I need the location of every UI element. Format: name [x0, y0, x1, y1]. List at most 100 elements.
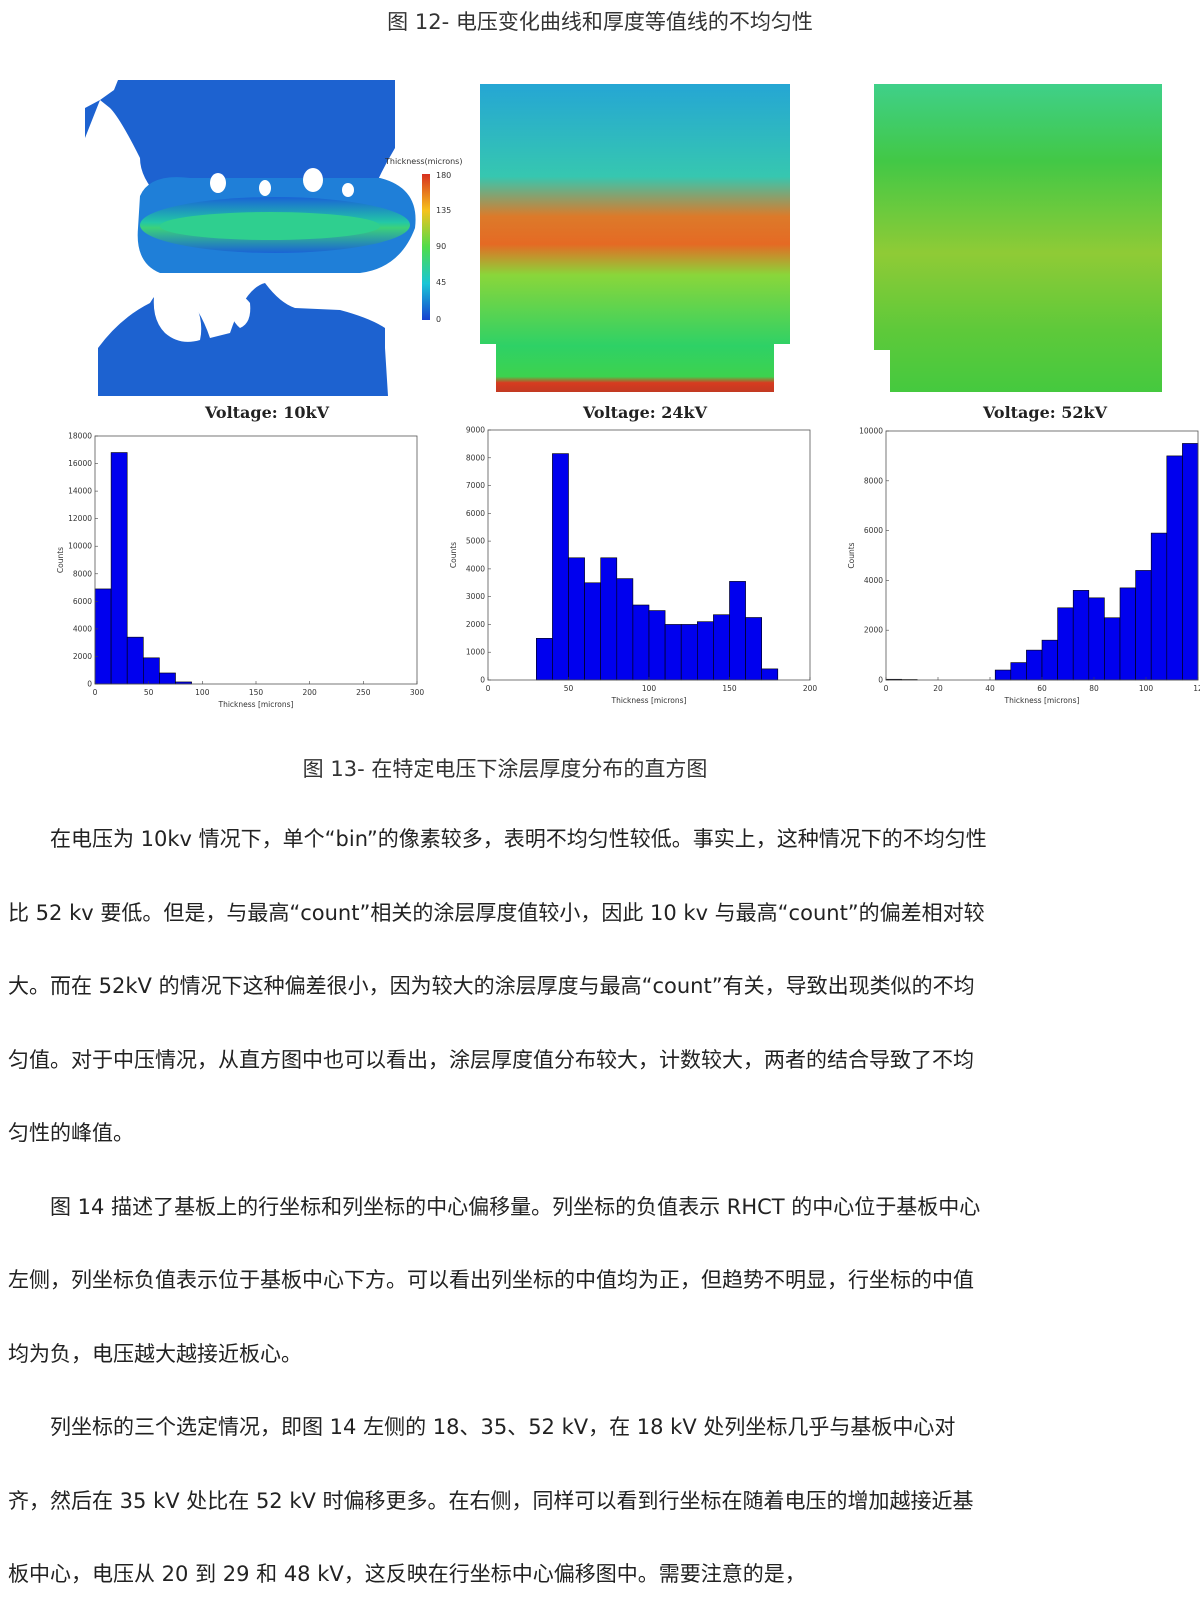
y-tick-label: 6000	[73, 597, 92, 606]
histogram-bar	[1166, 455, 1183, 681]
y-tick-label: 10000	[859, 427, 883, 436]
y-tick-label: 7000	[466, 481, 485, 490]
colorbar-tick: 0	[436, 315, 441, 324]
y-tick-label: 4000	[466, 564, 485, 573]
x-tick-label: 80	[1089, 684, 1099, 693]
x-axis-label: Thickness [microns]	[218, 700, 294, 709]
histogram-bar	[126, 636, 144, 685]
y-axis-label: Counts	[449, 542, 458, 568]
histogram-bar	[552, 453, 569, 681]
histogram-bar	[1119, 587, 1136, 681]
histogram-bar	[1072, 590, 1090, 681]
histogram-bar	[648, 610, 666, 681]
x-tick-label: 0	[884, 684, 889, 693]
y-tick-label: 6000	[864, 526, 883, 535]
histogram-bar	[568, 557, 585, 681]
y-tick-label: 9000	[466, 426, 485, 435]
histogram-bar	[680, 624, 698, 681]
histogram-bar	[1010, 662, 1027, 681]
histogram-bar	[616, 578, 634, 681]
x-tick-label: 200	[803, 684, 818, 693]
y-tick-label: 8000	[864, 476, 883, 485]
y-tick-label: 8000	[466, 453, 485, 462]
x-tick-label: 200	[303, 688, 318, 697]
y-tick-label: 10000	[68, 542, 92, 551]
histogram-bar	[1104, 617, 1121, 681]
x-tick-label: 100	[1139, 684, 1154, 693]
y-tick-label: 4000	[73, 624, 92, 633]
colorbar-tick: 135	[436, 206, 451, 215]
y-tick-label: 2000	[73, 652, 92, 661]
histogram-bar	[1150, 532, 1168, 681]
histogram-bar	[536, 638, 553, 681]
y-tick-label: 14000	[68, 487, 92, 496]
histogram-bar	[600, 557, 618, 681]
x-tick-label: 100	[195, 688, 210, 697]
x-tick-label: 20	[933, 684, 943, 693]
y-tick-label: 4000	[864, 576, 883, 585]
histogram-bar	[697, 621, 714, 681]
colorbar	[422, 174, 430, 320]
x-tick-label: 0	[93, 688, 98, 697]
histogram-bar	[1182, 443, 1199, 681]
voltage-label-24kv: Voltage: 24kV	[582, 403, 708, 422]
y-tick-label: 16000	[68, 459, 92, 468]
y-axis-label: Counts	[847, 542, 856, 568]
figure-13-caption: 图 13- 在特定电压下涂层厚度分布的直方图	[302, 757, 708, 781]
histogram-bar	[994, 669, 1012, 681]
paragraph: 图 14 描述了基板上的行坐标和列坐标的中心偏移量。列坐标的负值表示 RHCT …	[8, 1194, 981, 1366]
y-tick-label: 0	[878, 676, 883, 685]
histogram-bar	[1026, 649, 1043, 681]
thickness-map-10kv: Thickness(microns) 180 135 90 45 0	[85, 80, 462, 396]
y-tick-label: 6000	[466, 509, 485, 518]
y-tick-label: 2000	[864, 626, 883, 635]
figure-12-caption: 图 12- 电压变化曲线和厚度等值线的不均匀性	[387, 10, 813, 34]
histogram-bar	[745, 617, 763, 681]
x-axis-label: Thickness [microns]	[1004, 696, 1080, 705]
histogram-bar	[159, 672, 176, 685]
histogram-24kv: 0 50 100 150 2000100020003000400050006000700…	[449, 426, 818, 706]
x-tick-label: 250	[356, 688, 371, 697]
histogram-bar	[1041, 639, 1058, 681]
x-axis-label: Thickness [microns]	[611, 696, 687, 705]
histogram-bar	[632, 604, 650, 681]
thickness-map-52kv	[874, 84, 1162, 392]
histogram-bar	[143, 657, 160, 685]
paragraph: 在电压为 10kv 情况下，单个“bin”的像素较多，表明不均匀性较低。事实上，…	[8, 827, 987, 1145]
y-axis-label: Counts	[56, 547, 65, 573]
voltage-label-10kv: Voltage: 10kV	[204, 403, 330, 422]
y-tick-label: 0	[87, 680, 92, 689]
y-tick-label: 1000	[466, 648, 485, 657]
x-tick-label: 50	[564, 684, 574, 693]
y-tick-label: 2000	[466, 620, 485, 629]
histogram-bar	[94, 588, 112, 685]
body-text: 在电压为 10kv 情况下，单个“bin”的像素较多，表明不均匀性较低。事实上，…	[8, 803, 993, 1612]
voltage-label-52kv: Voltage: 52kV	[982, 403, 1108, 422]
y-tick-label: 3000	[466, 592, 485, 601]
histogram-bar	[713, 614, 730, 681]
x-tick-label: 60	[1037, 684, 1047, 693]
histogram-bar	[1088, 597, 1105, 681]
x-tick-label: 300	[410, 688, 425, 697]
histogram-bar	[729, 581, 746, 681]
y-tick-label: 8000	[73, 569, 92, 578]
histogram-bar	[1057, 607, 1074, 681]
x-tick-label: 12	[1193, 684, 1200, 693]
histogram-bar	[584, 582, 602, 681]
histogram-bar	[1135, 570, 1152, 681]
colorbar-tick: 180	[436, 171, 451, 180]
colorbar-title: Thickness(microns)	[384, 157, 462, 166]
histogram-52kv: 020406080100120200040006000800010000Thic…	[847, 427, 1200, 706]
paragraph: 列坐标的三个选定情况，即图 14 左侧的 18、35、52 kV，在 18 kV…	[8, 1415, 974, 1586]
x-tick-label: 150	[722, 684, 737, 693]
x-tick-label: 150	[249, 688, 264, 697]
x-tick-label: 40	[985, 684, 995, 693]
y-tick-label: 0	[480, 676, 485, 685]
histogram-bar	[664, 624, 682, 681]
x-tick-label: 0	[486, 684, 491, 693]
y-tick-label: 18000	[68, 432, 92, 441]
y-tick-label: 5000	[466, 537, 485, 546]
colorbar-tick: 45	[436, 278, 446, 287]
colorbar-tick: 90	[436, 242, 446, 251]
histogram-10kv: 0 50 100 150 200 250 300 0 2000 4000 6000 8000 10000…	[56, 432, 425, 710]
